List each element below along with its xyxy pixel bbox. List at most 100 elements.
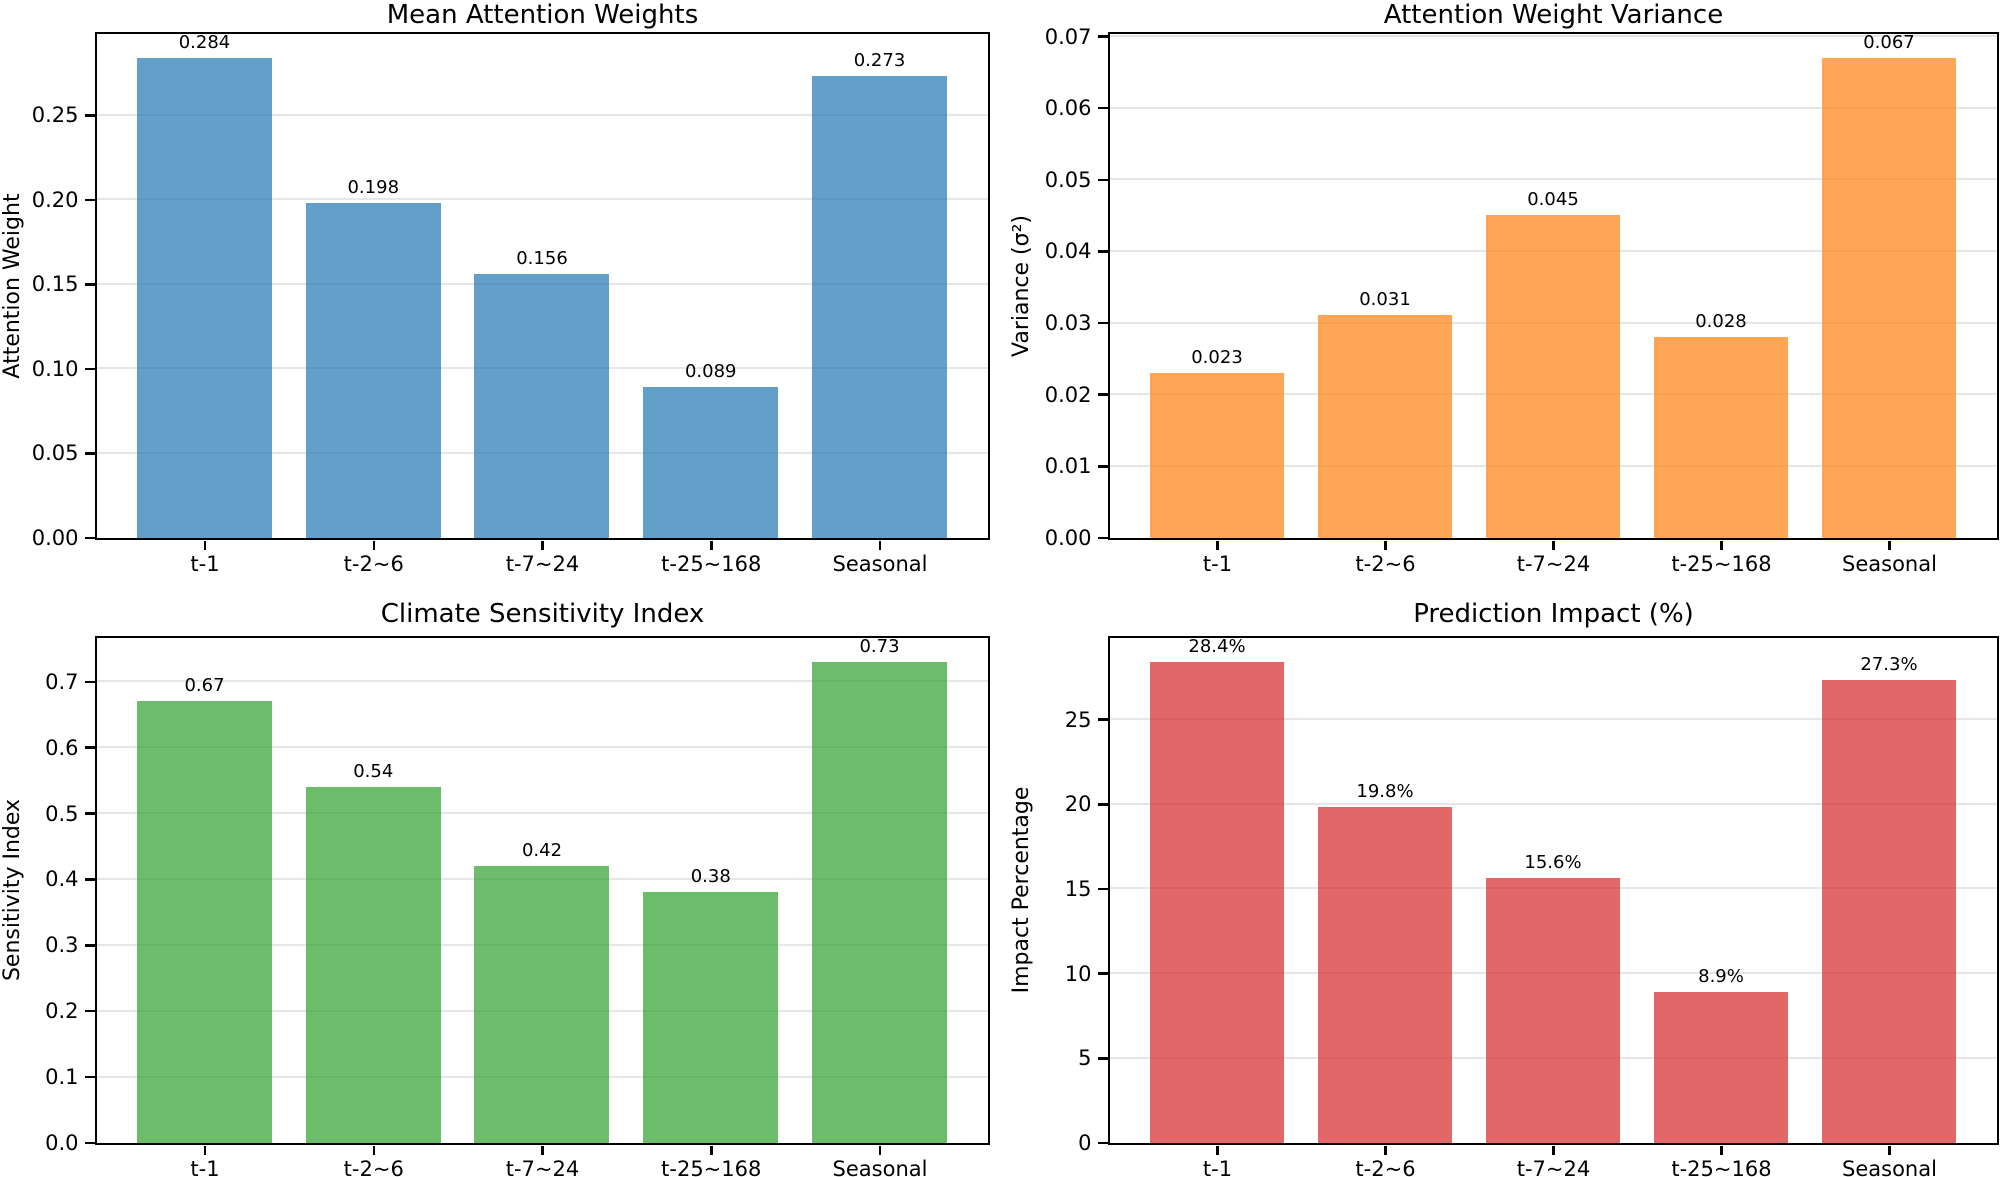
x-tick-mark [1216, 1145, 1219, 1155]
gridline [1109, 718, 1997, 721]
gridline [1109, 802, 1997, 805]
y-tick-label: 0.07 [1044, 24, 1092, 49]
bar [643, 387, 779, 538]
x-tick-label: t-7~24 [1516, 551, 1591, 576]
y-tick-mark [1097, 1141, 1108, 1145]
bar [1821, 680, 1957, 1143]
y-tick-mark [1097, 972, 1108, 975]
x-tick-mark [878, 1145, 882, 1155]
y-tick-label: 0.0 [45, 1131, 79, 1155]
bar [811, 661, 947, 1143]
bar-value-label: 0.028 [1695, 310, 1747, 332]
y-tick-label: 0.7 [45, 669, 79, 694]
y-tick-mark [1097, 178, 1108, 182]
x-tick-mark [1888, 1145, 1891, 1155]
y-tick-label: 5 [1078, 1046, 1092, 1071]
bar [1317, 807, 1453, 1143]
bar-value-label: 0.031 [1359, 289, 1411, 311]
y-tick-mark [1097, 393, 1108, 396]
x-tick-mark [878, 540, 882, 550]
bar-value-label: 0.67 [184, 675, 225, 697]
chart-title: Mean Attention Weights [386, 0, 699, 30]
x-tick-mark [1552, 1145, 1555, 1155]
x-tick-mark [1720, 540, 1723, 550]
bar [474, 865, 610, 1143]
y-tick-label: 0.02 [1044, 382, 1092, 407]
gridline [96, 113, 988, 116]
plot-area: 0.023 0.031 0.045 0.028 0.067 [1107, 31, 1999, 540]
bar [1149, 372, 1285, 538]
x-tick-label: t-25~168 [1671, 551, 1772, 576]
x-tick-label: t-1 [1202, 551, 1233, 576]
x-tick-label: t-2~6 [343, 551, 404, 576]
bar [305, 786, 441, 1143]
y-tick-label: 0.06 [1044, 96, 1092, 121]
bar-value-label: 0.067 [1863, 31, 1915, 53]
y-tick-mark [84, 944, 95, 947]
x-tick-mark [1720, 1145, 1723, 1155]
y-tick-label: 0.01 [1044, 454, 1092, 479]
y-tick-mark [84, 367, 95, 371]
x-tick-label: t-1 [1202, 1156, 1233, 1177]
y-tick-label: 0.10 [31, 356, 79, 381]
y-tick-label: 0 [1078, 1131, 1092, 1155]
bar [1317, 315, 1453, 538]
y-tick-label: 0.6 [45, 735, 79, 760]
bar [1821, 57, 1957, 538]
y-tick-mark [84, 198, 95, 202]
x-tick-mark [372, 540, 375, 550]
y-tick-label: 0.15 [31, 272, 79, 297]
gridline [96, 198, 988, 201]
bar-value-label: 8.9% [1698, 965, 1744, 987]
gridline [1109, 178, 1997, 181]
y-tick-mark [84, 746, 95, 749]
x-tick-mark [710, 540, 713, 550]
x-tick-label: t-7~24 [1516, 1156, 1591, 1177]
bar-value-label: 0.54 [353, 760, 394, 782]
y-tick-mark [1097, 1057, 1108, 1060]
bar [1653, 991, 1789, 1143]
x-tick-label: t-2~6 [1355, 1156, 1416, 1177]
y-tick-label: 0.05 [31, 441, 79, 466]
y-tick-mark [84, 452, 95, 455]
x-tick-mark [541, 540, 544, 550]
bar [136, 57, 272, 538]
bar [1485, 878, 1621, 1143]
y-tick-label: 0.3 [45, 933, 79, 958]
x-tick-mark [1384, 540, 1387, 550]
gridline [1109, 106, 1997, 109]
x-tick-label: t-25~168 [661, 1156, 762, 1177]
x-tick-label: Seasonal [832, 551, 928, 576]
bar-value-label: 15.6% [1524, 852, 1582, 874]
x-tick-label: t-25~168 [1671, 1156, 1772, 1177]
y-tick-label: 10 [1064, 961, 1092, 986]
plot-area: 0.284 0.198 0.156 0.089 0.273 [94, 31, 990, 540]
chart-title: Prediction Impact (%) [1413, 599, 1694, 629]
x-tick-mark [1384, 1145, 1387, 1155]
y-tick-label: 0.5 [45, 801, 79, 826]
y-tick-mark [1097, 718, 1108, 721]
bar-value-label: 27.3% [1860, 654, 1918, 676]
y-tick-mark [1097, 536, 1108, 540]
bar [1149, 661, 1285, 1143]
y-tick-mark [84, 1075, 95, 1079]
bar [811, 76, 947, 538]
bar-value-label: 0.38 [690, 866, 731, 888]
y-tick-mark [1097, 465, 1108, 468]
bar-value-label: 0.42 [521, 839, 563, 861]
chart-title: Attention Weight Variance [1383, 0, 1724, 30]
bar [1653, 336, 1789, 538]
bar-value-label: 0.045 [1527, 189, 1579, 211]
x-tick-label: Seasonal [1842, 551, 1937, 576]
x-tick-label: Seasonal [832, 1156, 928, 1177]
y-tick-mark [84, 1009, 95, 1013]
x-tick-mark [710, 1145, 713, 1155]
plot-area: 0.67 0.54 0.42 0.38 0.73 [94, 635, 990, 1145]
bar [474, 273, 610, 538]
x-tick-mark [1552, 540, 1555, 550]
bar-value-label: 0.73 [859, 635, 900, 657]
